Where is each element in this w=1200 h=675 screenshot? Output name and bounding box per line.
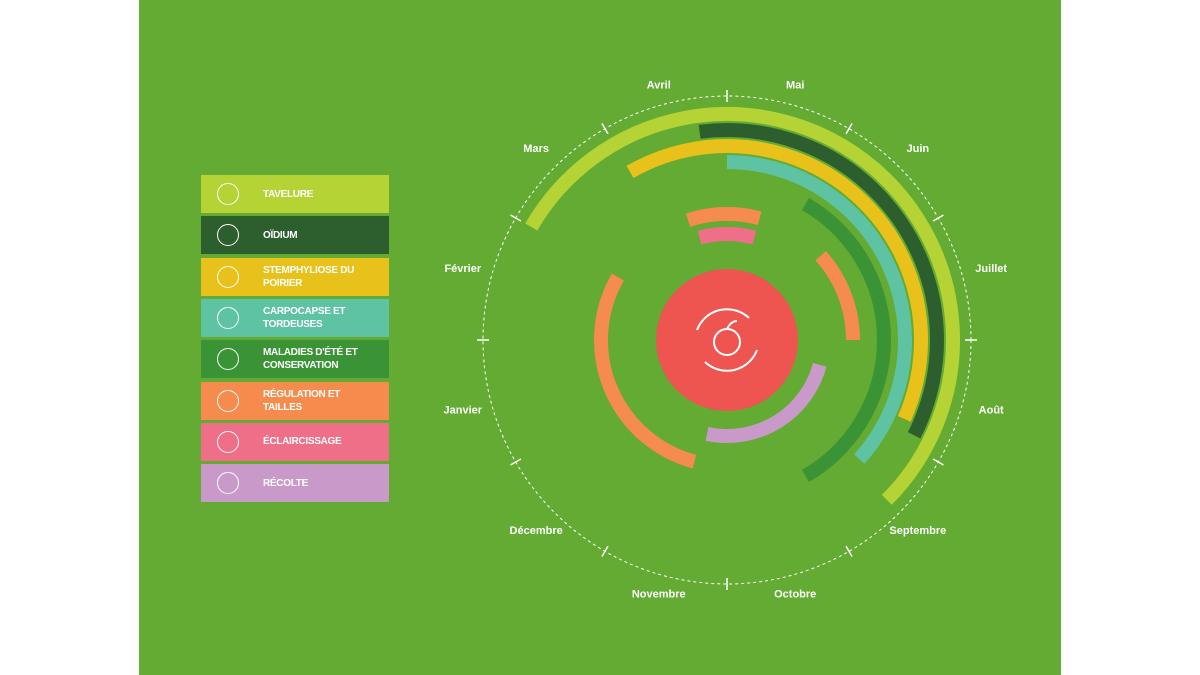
month-label: Février xyxy=(444,263,481,275)
month-label: Novembre xyxy=(632,589,686,601)
legend-icon xyxy=(217,224,239,247)
legend-label: ÉCLAIRCISSAGE xyxy=(263,436,342,448)
legend-icon xyxy=(217,183,239,205)
arc xyxy=(705,362,827,443)
legend-item: ÉCLAIRCISSAGE xyxy=(201,422,389,461)
month-label: Août xyxy=(979,405,1004,417)
legend-item: RÉCOLTE xyxy=(201,464,389,503)
legend-item: MALADIES D'ÉTÉ ET CONSERVATION xyxy=(201,340,389,379)
month-label: Juillet xyxy=(975,263,1007,275)
month-label: Avril xyxy=(647,79,671,91)
tick-mark xyxy=(510,458,522,466)
month-label: Juin xyxy=(907,143,930,155)
apple-leaf xyxy=(726,320,738,330)
month-label: Octobre xyxy=(774,589,816,601)
legend-label: CARPOCAPSE ET TORDEUSES xyxy=(263,305,346,330)
legend-item: STEMPHYLIOSE DU POIRIER xyxy=(201,257,389,296)
tick-mark xyxy=(932,458,944,466)
cycle-arrow xyxy=(696,308,750,331)
month-label: Septembre xyxy=(889,525,946,537)
month-label: Janvier xyxy=(444,405,483,417)
legend-label: OÏDIUM xyxy=(263,229,298,241)
arc xyxy=(697,227,757,245)
legend-icon xyxy=(217,306,239,329)
tick-mark xyxy=(510,214,522,222)
arc xyxy=(685,207,762,227)
tick-mark xyxy=(601,545,609,557)
tick-mark xyxy=(845,545,853,557)
legend-label: STEMPHYLIOSE DU POIRIER xyxy=(263,264,355,289)
center-icon xyxy=(696,308,758,372)
tick-mark xyxy=(601,123,609,135)
legend-label: TAVELURE xyxy=(263,188,314,200)
month-label: Mars xyxy=(523,143,549,155)
legend-icon xyxy=(217,348,239,371)
arc xyxy=(815,251,860,341)
arc xyxy=(626,139,928,422)
legend-item: RÉGULATION ET TAILLES xyxy=(201,381,389,420)
arc xyxy=(726,155,912,464)
arc xyxy=(801,197,891,483)
legend-icon xyxy=(217,265,239,288)
month-label: Mai xyxy=(786,79,804,91)
legend-icon xyxy=(217,472,239,495)
legend-item: CARPOCAPSE ET TORDEUSES xyxy=(201,298,389,337)
cycle-arrow xyxy=(704,349,758,372)
center-disc xyxy=(656,269,798,411)
legend-icon xyxy=(217,389,239,412)
legend-label: RÉCOLTE xyxy=(263,477,308,489)
tick-mark xyxy=(845,123,853,135)
tick-mark xyxy=(932,214,944,222)
arc xyxy=(698,123,944,439)
legend-item: TAVELURE xyxy=(201,175,389,213)
legend-icon xyxy=(217,430,239,453)
legend-label: RÉGULATION ET TAILLES xyxy=(263,388,341,413)
legend-item: OÏDIUM xyxy=(201,216,389,255)
arc xyxy=(525,107,960,505)
arc xyxy=(594,273,697,469)
legend-label: MALADIES D'ÉTÉ ET CONSERVATION xyxy=(263,347,358,372)
month-label: Décembre xyxy=(510,525,563,537)
